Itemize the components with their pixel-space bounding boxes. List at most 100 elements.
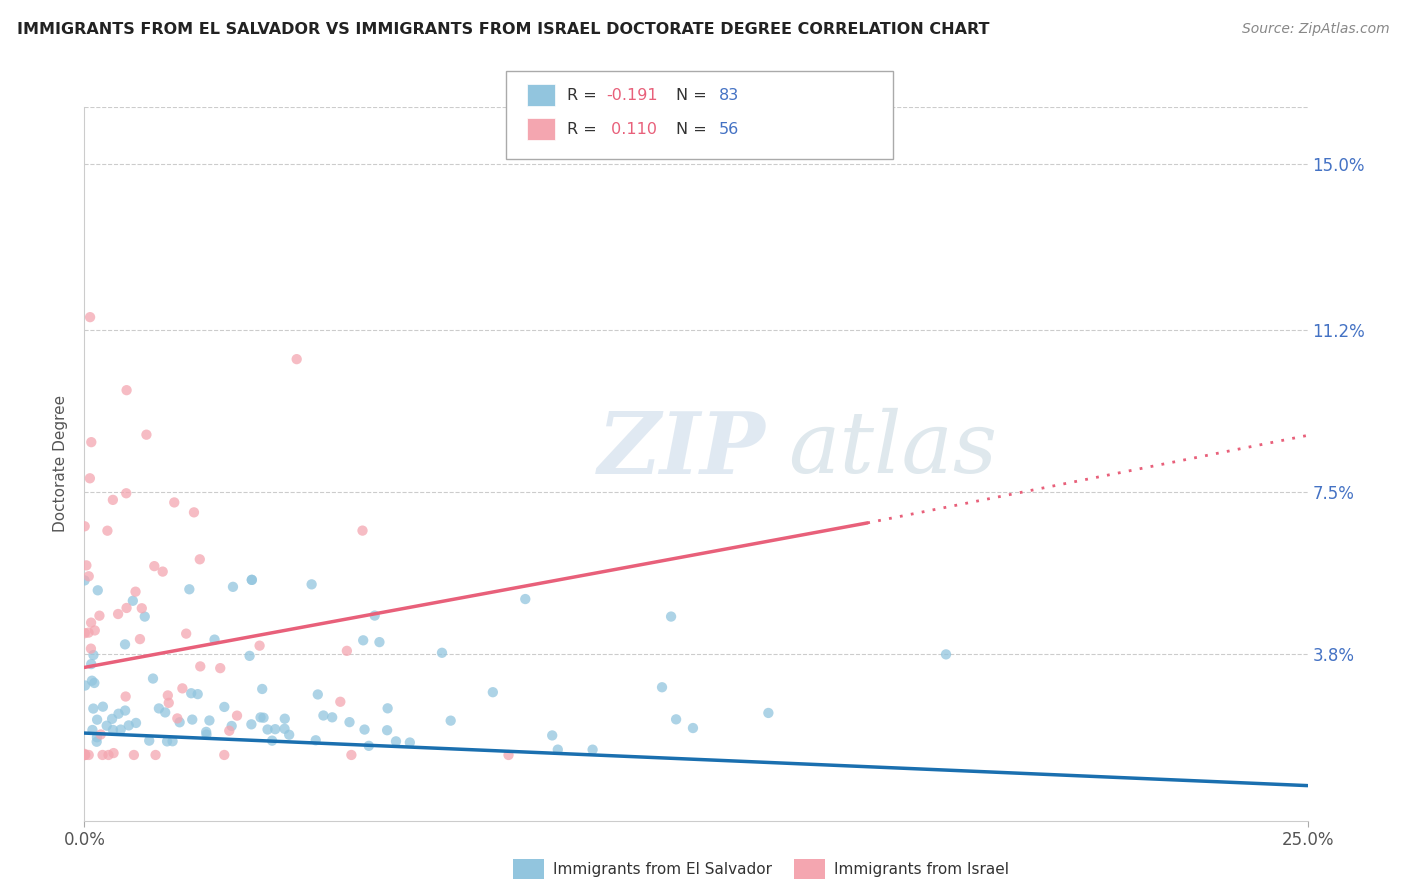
Point <box>86 713 108 727</box>
Point <box>240 573 263 587</box>
Point <box>179 582 201 597</box>
Point <box>249 639 271 653</box>
Point <box>73 574 96 588</box>
Point <box>352 633 374 648</box>
Point <box>87 583 110 598</box>
Point <box>375 723 398 738</box>
Point <box>121 594 143 608</box>
Point <box>77 747 100 762</box>
Point <box>256 723 278 737</box>
Point <box>97 747 120 762</box>
Point <box>124 584 146 599</box>
Point <box>305 733 328 747</box>
Point <box>142 672 165 686</box>
Point <box>187 687 209 701</box>
Point <box>118 718 141 732</box>
Point <box>82 701 104 715</box>
Point <box>498 747 520 762</box>
Point <box>89 608 111 623</box>
Point <box>79 471 101 485</box>
Point <box>91 699 114 714</box>
Point <box>353 723 375 737</box>
Point <box>226 708 249 723</box>
Text: ZIP: ZIP <box>598 408 766 491</box>
Point <box>75 558 97 573</box>
Point <box>651 680 673 694</box>
Point <box>172 681 194 696</box>
Text: 0.110: 0.110 <box>606 122 657 136</box>
Point <box>156 734 179 748</box>
Point <box>482 685 505 699</box>
Point <box>80 673 103 688</box>
Point <box>82 648 104 662</box>
Point <box>107 706 129 721</box>
Text: R =: R = <box>567 88 602 103</box>
Point <box>209 661 232 675</box>
Point <box>156 689 179 703</box>
Point <box>214 747 236 762</box>
Point <box>198 714 221 728</box>
Point <box>682 721 704 735</box>
Point <box>264 722 287 736</box>
Point <box>188 659 211 673</box>
Point <box>273 722 295 736</box>
Point <box>134 609 156 624</box>
Point <box>169 715 191 730</box>
Point <box>73 747 96 762</box>
Point <box>278 728 301 742</box>
Point <box>181 713 204 727</box>
Point <box>363 608 385 623</box>
Point <box>114 690 136 704</box>
Text: -0.191: -0.191 <box>606 88 658 103</box>
Point <box>73 747 96 762</box>
Point <box>152 565 174 579</box>
Point <box>340 747 363 762</box>
Point <box>398 735 420 749</box>
Point <box>756 706 779 720</box>
Point <box>547 742 569 756</box>
Point <box>162 734 184 748</box>
Point <box>385 734 408 748</box>
Point <box>157 696 180 710</box>
Text: 56: 56 <box>718 122 738 136</box>
Point <box>262 733 284 747</box>
Y-axis label: Doctorate Degree: Doctorate Degree <box>53 395 69 533</box>
Point <box>440 714 463 728</box>
Point <box>195 725 218 739</box>
Point <box>73 626 96 640</box>
Point <box>101 723 124 737</box>
Text: R =: R = <box>567 122 602 136</box>
Point <box>352 524 374 538</box>
Point <box>110 723 132 737</box>
Point <box>252 711 274 725</box>
Point <box>91 747 114 762</box>
Point <box>129 632 152 646</box>
Point <box>240 573 263 587</box>
Point <box>188 552 211 566</box>
Point <box>377 701 399 715</box>
Point <box>249 710 271 724</box>
Text: IMMIGRANTS FROM EL SALVADOR VS IMMIGRANTS FROM ISRAEL DOCTORATE DEGREE CORRELATI: IMMIGRANTS FROM EL SALVADOR VS IMMIGRANT… <box>17 22 990 37</box>
Point <box>222 580 245 594</box>
Point <box>204 632 226 647</box>
Point <box>115 486 138 500</box>
Point <box>80 615 103 630</box>
Point <box>83 676 105 690</box>
Point <box>312 708 335 723</box>
Point <box>329 695 352 709</box>
Text: N =: N = <box>676 122 713 136</box>
Point <box>101 712 124 726</box>
Point <box>77 625 100 640</box>
Point <box>96 524 118 538</box>
Point <box>114 704 136 718</box>
Point <box>541 728 564 742</box>
Text: Immigrants from El Salvador: Immigrants from El Salvador <box>553 863 772 877</box>
Text: Source: ZipAtlas.com: Source: ZipAtlas.com <box>1241 22 1389 37</box>
Point <box>103 746 125 760</box>
Point <box>115 383 138 397</box>
Point <box>515 592 537 607</box>
Point <box>145 747 167 762</box>
Point <box>935 648 957 662</box>
Point <box>430 646 453 660</box>
Point <box>285 352 308 367</box>
